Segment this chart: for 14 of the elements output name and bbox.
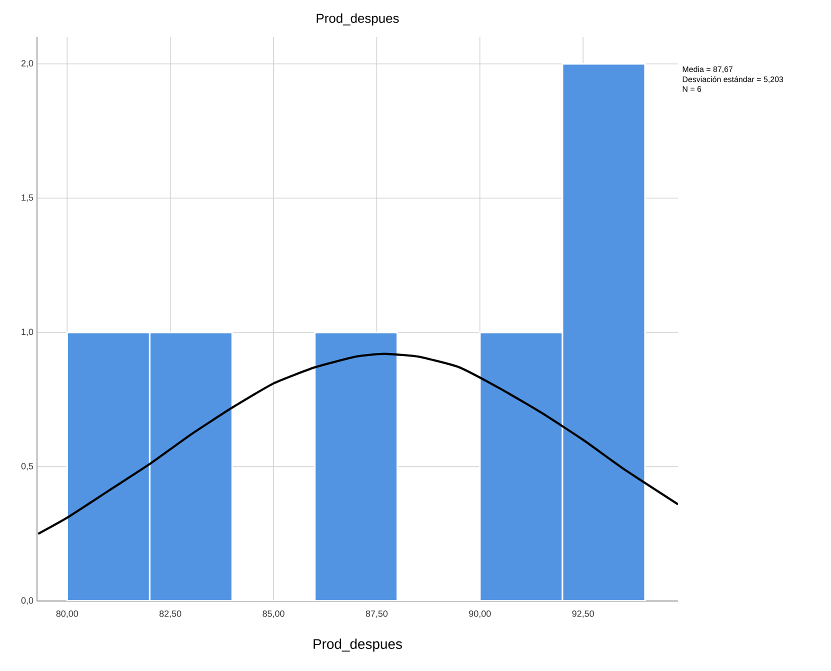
line-series [37, 352, 678, 535]
y-tick-label: 0,5 [21, 462, 34, 470]
x-tick-label: 92,50 [572, 610, 594, 618]
x-tick-label: 90,00 [469, 610, 491, 618]
y-tick-label: 0,0 [21, 597, 34, 605]
chart-title: Prod_despues [316, 13, 399, 26]
x-tick-label: 87,50 [366, 610, 388, 618]
y-tick-label: 2,0 [21, 60, 34, 68]
x-axis-title: Prod_despues [314, 638, 402, 652]
y-tick-label: 1,5 [22, 194, 34, 202]
x-tick-label: 85,00 [262, 610, 284, 618]
x-tick-label: 82,50 [160, 610, 182, 618]
y-tick-label: 1,0 [22, 328, 34, 336]
x-tick-label: 80,00 [56, 610, 78, 618]
